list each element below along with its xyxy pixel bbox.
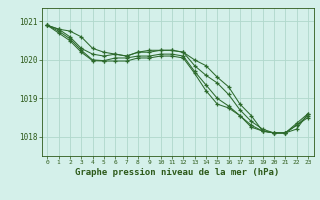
X-axis label: Graphe pression niveau de la mer (hPa): Graphe pression niveau de la mer (hPa) (76, 168, 280, 177)
